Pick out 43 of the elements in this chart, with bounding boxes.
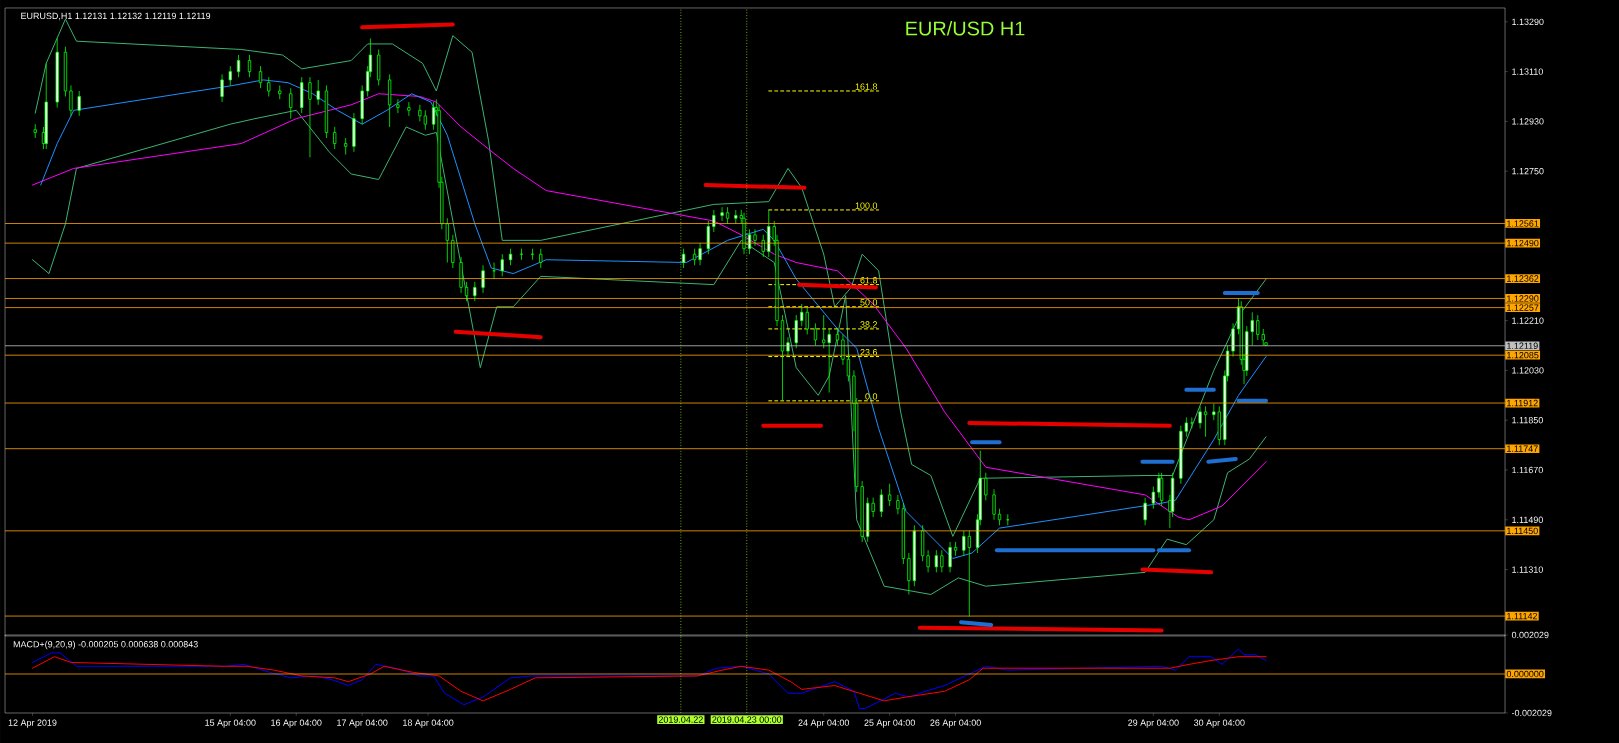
x-tick-label: 25 Apr 04:00 bbox=[864, 719, 915, 728]
ref-line-label: 1.11912 bbox=[1507, 399, 1538, 407]
series-label: 23.6 bbox=[860, 349, 878, 356]
y-tick-label: 1.11490 bbox=[1512, 516, 1543, 523]
ref-line-label: 1.12561 bbox=[1507, 220, 1539, 227]
x-tick-label: 18 Apr 04:00 bbox=[403, 719, 454, 728]
y-tick-label: 1.11850 bbox=[1512, 417, 1543, 424]
x-tick-label: 16 Apr 04:00 bbox=[271, 719, 322, 728]
series-label: 38.2 bbox=[860, 321, 877, 328]
y-tick-label: 1.12750 bbox=[1512, 168, 1544, 175]
ref-line-label: 1.11142 bbox=[1507, 612, 1538, 620]
ref-line-label: 1.12257 bbox=[1507, 304, 1539, 311]
chart-subtitle: EURUSD,H1 1.12131 1.12132 1.12119 1.12119 bbox=[21, 12, 211, 21]
y-tick-label: 1.13290 bbox=[1512, 18, 1544, 25]
y-tick-label: 1.12210 bbox=[1512, 317, 1544, 324]
x-tick-label: 17 Apr 04:00 bbox=[337, 719, 388, 728]
ref-line-label: 0.000000 bbox=[1506, 670, 1544, 678]
y-tick-label: 1.11670 bbox=[1512, 466, 1543, 474]
ref-line-label: 1.12290 bbox=[1507, 295, 1539, 302]
y-tick-label: 0.002029 bbox=[1511, 631, 1549, 639]
y-tick-label: 1.12030 bbox=[1512, 367, 1544, 374]
x-tick-label: 26 Apr 04:00 bbox=[930, 719, 981, 728]
x-tick-label: 12 Apr 2019 bbox=[8, 719, 57, 728]
text: EUR/USD H1 bbox=[906, 20, 1025, 36]
y-tick-label: 1.13110 bbox=[1512, 68, 1543, 75]
ref-line-label: 1.12119 bbox=[1507, 342, 1538, 349]
ref-line-label: 1.12490 bbox=[1507, 239, 1539, 247]
ref-line-label: 2019.04.22 bbox=[658, 716, 703, 723]
text: MACD+(9,20,9) -0.000205 0.000638 0.000843 bbox=[13, 640, 198, 650]
ref-line-label: 1.11450 bbox=[1507, 527, 1538, 535]
series-label: 100.0 bbox=[855, 202, 878, 209]
y-tick-label: -0.002029 bbox=[1511, 709, 1552, 717]
ref-line-label: 2019.04.23 00:00 bbox=[712, 716, 782, 723]
x-tick-label: 24 Apr 04:00 bbox=[798, 719, 850, 728]
x-tick-label: 15 Apr 04:00 bbox=[205, 719, 256, 728]
ref-line-label: 1.11747 bbox=[1507, 445, 1538, 452]
y-tick-label: 1.12930 bbox=[1512, 118, 1544, 125]
series-label: 161.8 bbox=[855, 83, 878, 90]
x-tick-label: 29 Apr 04:00 bbox=[1128, 719, 1179, 728]
ref-line-label: 1.12085 bbox=[1507, 352, 1539, 359]
x-tick-label: 30 Apr 04:00 bbox=[1193, 719, 1245, 728]
y-tick-label: 1.11310 bbox=[1512, 566, 1543, 573]
ref-line-label: 1.12362 bbox=[1507, 275, 1539, 282]
